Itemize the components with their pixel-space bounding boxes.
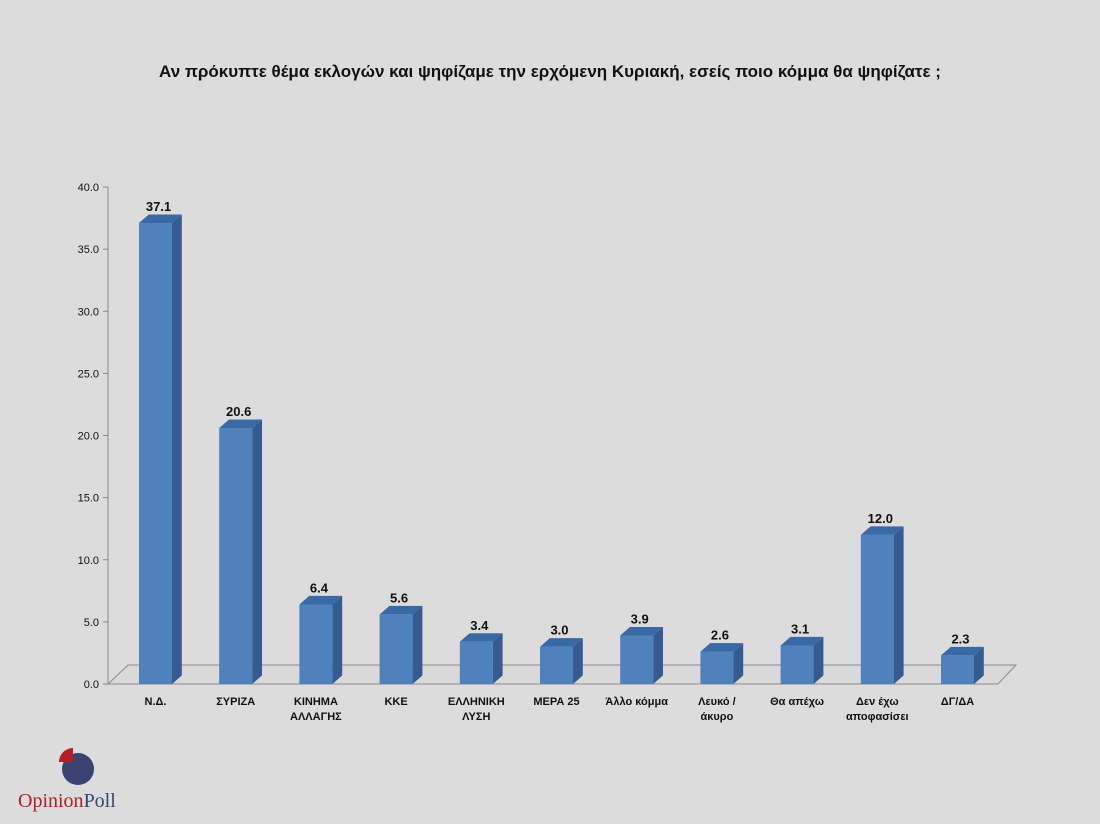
bar-front bbox=[379, 614, 413, 684]
bar: 3.1 bbox=[780, 621, 824, 684]
bar-side bbox=[332, 595, 343, 684]
category-label: Λευκό / άκυρο bbox=[698, 696, 736, 723]
bar-side bbox=[974, 646, 984, 684]
bar-front bbox=[780, 645, 814, 684]
data-label: 2.3 bbox=[951, 631, 969, 646]
bar-top bbox=[540, 638, 583, 647]
data-label: 5.6 bbox=[390, 590, 408, 605]
bar-front bbox=[139, 223, 172, 684]
bar-top bbox=[459, 633, 503, 642]
bar-front bbox=[459, 641, 493, 684]
chart-title: Αν πρόκυπτε θέμα εκλογών και ψηφίζαμε τη… bbox=[159, 62, 941, 81]
bar-front bbox=[700, 651, 734, 684]
bar-front bbox=[620, 635, 654, 684]
logo-circle-icon bbox=[59, 748, 94, 785]
bar: 2.6 bbox=[700, 628, 744, 684]
logo-wordmark: OpinionPoll bbox=[18, 790, 116, 813]
bar-top bbox=[700, 643, 744, 652]
y-tick-label: 30.0 bbox=[78, 306, 99, 318]
data-label: 3.1 bbox=[791, 621, 809, 636]
logo-word-poll: Poll bbox=[83, 790, 116, 812]
bar: 5.6 bbox=[379, 590, 423, 684]
bar-top bbox=[860, 526, 904, 535]
bar: 6.4 bbox=[299, 580, 343, 684]
bar-side bbox=[733, 643, 744, 684]
bar-front bbox=[860, 534, 894, 684]
bar-top bbox=[780, 636, 824, 646]
bar: 12.0 bbox=[860, 511, 904, 684]
category-label: ΜΕΡΑ 25 bbox=[533, 696, 579, 708]
y-tick-label: 25.0 bbox=[78, 368, 99, 380]
bar-top bbox=[299, 595, 343, 605]
category-label: Άλλο κόμμα bbox=[605, 696, 668, 708]
y-tick-label: 0.0 bbox=[84, 679, 99, 691]
category-label: ΣΥΡΙΖΑ bbox=[216, 696, 255, 708]
y-tick-label: 10.0 bbox=[78, 555, 99, 567]
bar-top bbox=[379, 605, 423, 615]
category-label: ΚΙΝΗΜΑ ΑΛΛΑΓΗΣ bbox=[290, 696, 342, 723]
bar-top bbox=[620, 626, 663, 636]
data-label: 2.6 bbox=[711, 628, 729, 643]
bar-front bbox=[299, 604, 333, 684]
bar-front bbox=[219, 428, 253, 684]
category-labels: Ν.Δ. ΣΥΡΙΖΑ ΚΙΝΗΜΑ ΑΛΛΑΓΗΣ ΚΚΕ ΕΛΛΗΝΙΚΗ ΛΥΣΗ ΜΕ… bbox=[145, 696, 975, 723]
bar: 3.4 bbox=[459, 618, 503, 684]
category-label: Θα απέχω bbox=[770, 696, 824, 708]
bars: 37.1 20.6 6.4 5.6 3.4 3.0 3.9 2.6 3.1 12.0 2.3 bbox=[139, 199, 984, 685]
y-tick-label: 15.0 bbox=[78, 493, 99, 505]
y-tick-label: 40.0 bbox=[78, 182, 99, 194]
data-label: 3.9 bbox=[631, 612, 649, 627]
bar-side bbox=[492, 633, 503, 684]
data-label: 20.6 bbox=[226, 404, 251, 419]
category-label: Δεν έχω αποφασίσει bbox=[846, 696, 909, 723]
bar-side bbox=[412, 605, 423, 684]
category-label: ΕΛΛΗΝΙΚΗ ΛΥΣΗ bbox=[448, 696, 505, 723]
data-label: 37.1 bbox=[146, 199, 171, 214]
data-label: 3.4 bbox=[470, 618, 489, 633]
logo-word-opinion: Opinion bbox=[18, 790, 84, 812]
bar-side bbox=[252, 419, 262, 684]
opinionpoll-logo: OpinionPoll bbox=[18, 748, 158, 818]
bar: 20.6 bbox=[219, 404, 262, 684]
bar-side bbox=[653, 626, 663, 684]
bar-side bbox=[172, 214, 182, 685]
bar-front bbox=[540, 646, 573, 684]
bar: 3.0 bbox=[540, 623, 583, 684]
bar: 2.3 bbox=[941, 631, 984, 684]
bar: 3.9 bbox=[620, 612, 663, 684]
data-label: 12.0 bbox=[868, 511, 893, 526]
data-label: 3.0 bbox=[550, 623, 568, 638]
bar-top bbox=[139, 214, 182, 224]
y-axis: 0.0 5.0 10.0 15.0 20.0 25.0 30.0 35.0 40.0 bbox=[78, 182, 109, 691]
y-tick-label: 5.0 bbox=[84, 617, 99, 629]
category-label: ΔΓ/ΔΑ bbox=[941, 696, 974, 708]
bar-side bbox=[813, 636, 824, 684]
bar-side bbox=[893, 526, 904, 684]
category-label: ΚΚΕ bbox=[384, 696, 407, 708]
bar: 37.1 bbox=[139, 199, 182, 685]
bar-side bbox=[573, 638, 583, 684]
bar-front bbox=[941, 655, 974, 684]
y-tick-label: 35.0 bbox=[78, 244, 99, 256]
bar-top bbox=[219, 419, 262, 429]
bar-top bbox=[941, 646, 984, 656]
category-label: Ν.Δ. bbox=[145, 696, 167, 708]
y-tick-label: 20.0 bbox=[78, 431, 99, 443]
data-label: 6.4 bbox=[310, 580, 329, 595]
